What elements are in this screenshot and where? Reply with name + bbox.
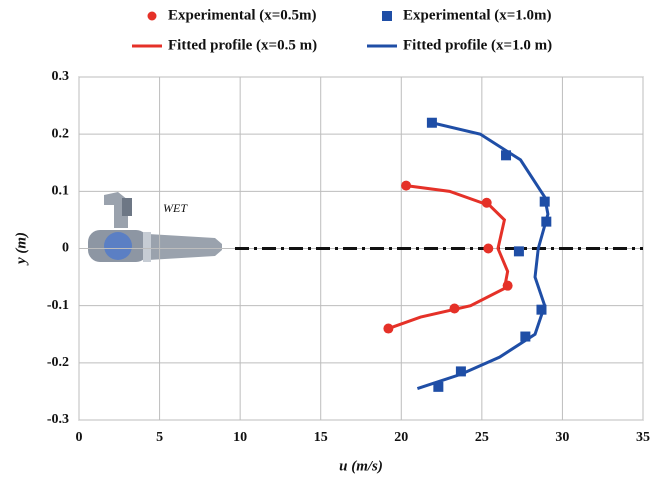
legend-label: Fitted profile (x=1.0 m)	[403, 37, 552, 53]
y-tick-label: 0.1	[52, 184, 70, 199]
legend-label: Fitted profile (x=0.5 m)	[168, 37, 317, 53]
y-tick-label: 0	[62, 241, 69, 256]
y-tick-label: 0.3	[52, 69, 70, 84]
x-tick-label: 15	[314, 430, 328, 445]
point	[455, 366, 466, 377]
legend-swatch	[382, 11, 392, 21]
point	[433, 381, 444, 392]
point	[483, 243, 494, 254]
y-tick-label: 0.2	[52, 126, 70, 141]
legend-label: Experimental (x=0.5m)	[168, 7, 317, 23]
x-tick-label: 25	[475, 430, 489, 445]
point	[536, 304, 547, 315]
legend-label: Experimental (x=1.0m)	[403, 7, 552, 23]
x-tick-label: 0	[76, 430, 83, 445]
x-tick-label: 20	[394, 430, 408, 445]
point	[501, 150, 512, 161]
nozzle-illustration	[88, 192, 222, 262]
legend-swatch	[147, 11, 157, 21]
point	[513, 246, 524, 257]
y-tick-label: -0.2	[47, 355, 69, 370]
annotation: WET	[163, 201, 188, 215]
x-tick-label: 35	[636, 430, 650, 445]
fitted-line	[387, 184, 510, 330]
y-tick-label: -0.3	[47, 412, 69, 427]
y-axis-label: y (m)	[13, 232, 29, 266]
x-tick-label: 10	[233, 430, 247, 445]
point	[520, 331, 531, 342]
x-tick-label: 5	[156, 430, 163, 445]
x-tick-label: 30	[555, 430, 569, 445]
fitted-line	[416, 121, 550, 390]
y-tick-label: -0.1	[47, 298, 69, 313]
x-axis-label: u (m/s)	[339, 458, 383, 474]
